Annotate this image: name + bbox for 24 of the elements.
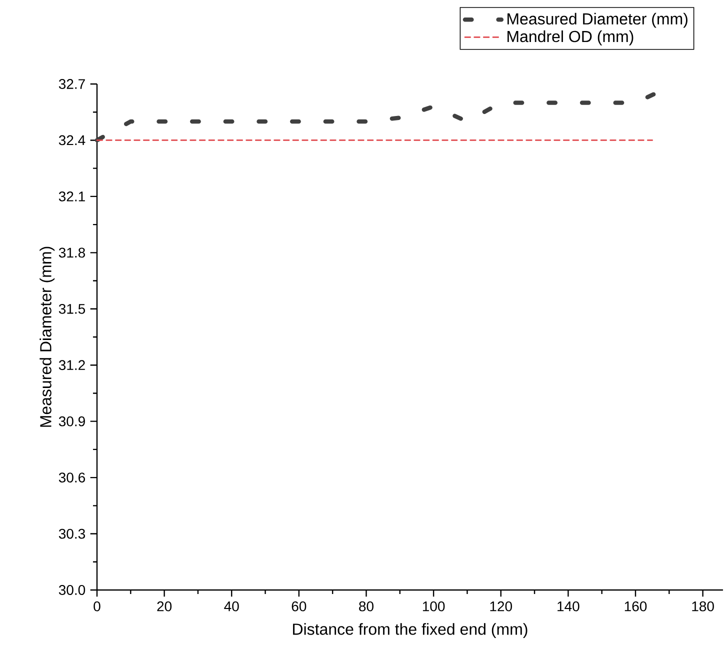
x-tick-label: 0	[94, 601, 100, 612]
y-tick-label: 30.0	[58, 585, 86, 595]
x-tick-label: 140	[558, 601, 580, 612]
x-axis-title: Distance from the fixed end (mm)	[293, 623, 528, 638]
y-tick-label: 31.5	[58, 304, 86, 314]
x-tick-label: 160	[624, 601, 647, 612]
x-tick-label: 120	[490, 601, 512, 612]
y-tick-label: 32.7	[58, 79, 85, 89]
legend-label: Measured Diameter (mm)	[508, 12, 688, 28]
x-tick-label: 100	[422, 601, 445, 612]
x-tick-label: 80	[359, 601, 374, 612]
y-tick-label: 32.1	[58, 191, 85, 202]
y-tick-label: 31.2	[58, 360, 85, 370]
x-tick-label: 20	[157, 601, 172, 612]
legend-label: Mandrel OD (mm)	[508, 30, 634, 46]
y-tick-label: 30.9	[58, 416, 85, 426]
y-tick-label: 32.4	[58, 135, 86, 146]
x-tick-label: 40	[224, 601, 239, 612]
x-tick-label: 60	[292, 601, 306, 612]
y-tick-label: 30.6	[58, 472, 86, 483]
y-tick-label: 30.3	[58, 528, 86, 539]
y-tick-label: 31.8	[58, 248, 86, 258]
y-axis-title: Measured Diameter (mm)	[40, 246, 55, 427]
x-tick-label: 180	[692, 601, 714, 612]
